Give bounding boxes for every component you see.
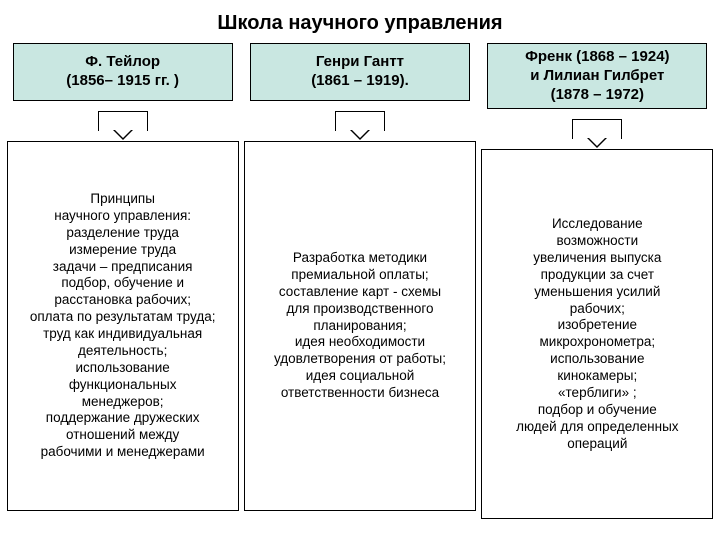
arrow-down-icon [244, 101, 476, 141]
column-gilbreth: Френк (1868 – 1924)и Лилиан Гилбрет(1878… [481, 43, 713, 519]
columns-container: Ф. Тейлор(1856– 1915 гг. ) Принципынаучн… [0, 43, 720, 519]
content-box-gilbreth: Исследованиевозможностиувеличения выпуск… [481, 149, 713, 519]
header-text: Генри Гантт(1861 – 1919). [311, 53, 409, 91]
header-text: Френк (1868 – 1924)и Лилиан Гилбрет(1878… [525, 48, 669, 104]
arrow-down-icon [481, 109, 713, 149]
column-taylor: Ф. Тейлор(1856– 1915 гг. ) Принципынаучн… [7, 43, 239, 519]
header-box-taylor: Ф. Тейлор(1856– 1915 гг. ) [13, 43, 233, 101]
header-box-gantt: Генри Гантт(1861 – 1919). [250, 43, 470, 101]
content-box-gantt: Разработка методикипремиальной оплаты;со… [244, 141, 476, 511]
content-text: Разработка методикипремиальной оплаты;со… [249, 250, 471, 402]
column-gantt: Генри Гантт(1861 – 1919). Разработка мет… [244, 43, 476, 519]
content-text: Принципынаучного управления:разделение т… [12, 191, 234, 461]
header-box-gilbreth: Френк (1868 – 1924)и Лилиан Гилбрет(1878… [487, 43, 707, 109]
content-box-taylor: Принципынаучного управления:разделение т… [7, 141, 239, 511]
page-title: Школа научного управления [0, 0, 720, 43]
content-text: Исследованиевозможностиувеличения выпуск… [486, 216, 708, 452]
header-text: Ф. Тейлор(1856– 1915 гг. ) [66, 53, 179, 91]
arrow-down-icon [7, 101, 239, 141]
